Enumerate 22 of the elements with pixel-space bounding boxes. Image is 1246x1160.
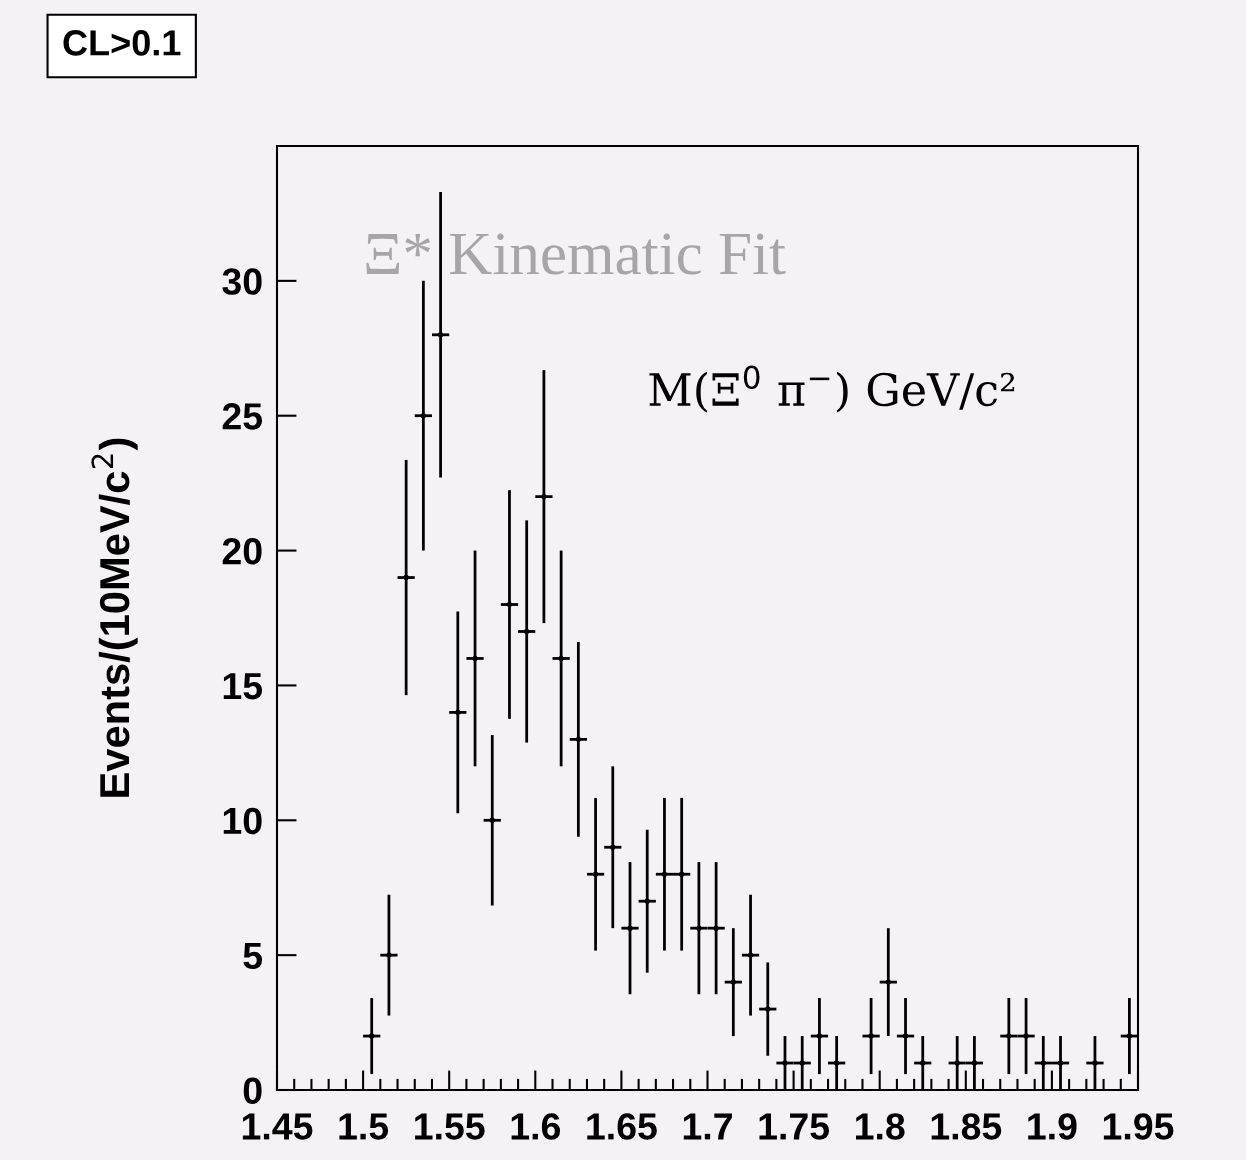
x-tick-label: 1.6 [511,1113,561,1140]
y-axis-title: Events/(10MeV/c$^{2}$) [91,438,138,797]
x-tick-label: 1.55 [415,1113,485,1140]
x-tick-label: 1.75 [759,1113,830,1140]
text: CL>0.1 [63,30,181,56]
y-tick-label: 0 [243,1077,262,1104]
y-tick-label: 5 [243,942,263,970]
x-tick-label: 1.8 [856,1113,905,1140]
x-tick-label: 1.65 [587,1113,657,1140]
x-tick-label: 1.7 [683,1113,732,1140]
y-tick-label: 10 [223,807,262,835]
y-tick-label: 25 [222,403,263,430]
x-tick-label: 1.85 [931,1113,1002,1140]
x-tick-label: 1.9 [1028,1113,1077,1140]
x-tick-label: 1.5 [339,1113,389,1140]
annotation: Ξ* Kinematic Fit [366,233,786,275]
y-tick-label: 15 [223,673,263,700]
x-tick-label: 1.45 [242,1113,313,1140]
y-tick-label: 30 [222,268,262,295]
x-tick-label: 1.95 [1103,1113,1174,1140]
annotation: M(Ξ$^{0}$ π$^{−}$) GeV/c² [649,365,1015,413]
y-tick-label: 20 [222,537,262,565]
